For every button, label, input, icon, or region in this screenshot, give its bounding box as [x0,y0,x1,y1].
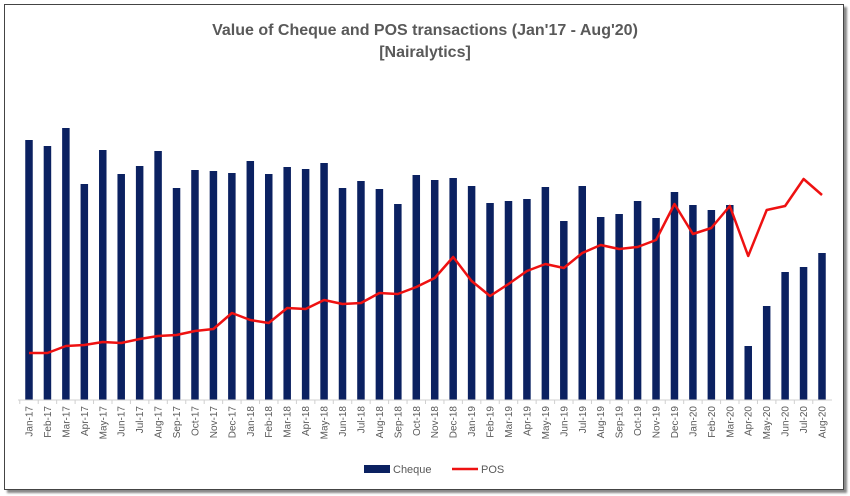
x-tick-label: Feb-19 [486,406,497,438]
chart-subtitle: [Nairalytics] [379,44,471,61]
x-tick-label: Aug-20 [818,406,829,439]
x-tick-label: Dec-19 [670,406,681,439]
x-tick-label: Jul-17 [135,406,146,434]
legend: Cheque POS [364,464,504,476]
x-tick-label: Nov-18 [430,406,441,439]
x-tick-label: Apr-19 [522,406,533,436]
x-tick-label: Jun-19 [559,406,570,437]
bar-cheque-Feb-20 [707,210,716,400]
bar-cheque-Jul-17 [135,166,144,400]
x-tick-label: Jul-18 [356,406,367,434]
bar-cheque-Nov-18 [430,180,439,400]
bar-cheque-Apr-19 [523,199,531,400]
bar-cheque-Jan-19 [467,186,476,400]
x-tick-label: Jun-20 [781,406,792,437]
x-tick-label: Mar-18 [283,406,294,438]
bar-cheque-Jun-17 [117,174,125,400]
bar-cheque-May-17 [99,150,107,400]
x-tick-label: Sep-19 [615,406,626,439]
x-tick-label: May-19 [541,406,552,440]
x-tick-label: Aug-18 [375,406,386,439]
x-tick-label: Nov-17 [209,406,220,439]
x-tick-label: Dec-18 [449,406,460,439]
bar-cheque-Feb-19 [486,203,494,400]
x-tick-label: Mar-19 [504,406,515,438]
bar-cheque-Sep-17 [172,188,181,400]
bar-cheque-Sep-18 [394,204,402,400]
legend-label-pos: POS [481,464,504,476]
x-tick-label: Oct-19 [633,406,644,436]
bar-cheque-Aug-17 [154,151,162,400]
bar-cheque-Jul-18 [357,181,365,400]
chart-frame [4,4,844,490]
x-tick-label: Jul-20 [799,406,810,434]
bar-cheque-Oct-17 [191,170,199,400]
chart-title: Value of Cheque and POS transactions (Ja… [212,22,638,39]
bar-cheque-Jun-20 [781,272,789,400]
bar-cheque-Feb-17 [43,146,52,400]
bar-cheque-Jun-18 [338,188,347,400]
bar-cheque-Jan-17 [25,140,33,400]
bar-cheque-Aug-18 [375,189,384,400]
x-tick-label: Feb-20 [707,406,718,438]
x-tick-label: Aug-17 [154,406,165,439]
x-tick-label: Mar-20 [725,406,736,438]
bar-cheque-Jun-19 [560,221,568,400]
bar-cheque-Dec-18 [449,178,457,400]
x-tick-label: Feb-17 [43,406,54,438]
series-line-pos [29,177,823,355]
x-tick-label: Jan-20 [688,406,699,437]
bar-cheque-May-18 [320,163,328,400]
legend-swatch-cheque [364,465,390,473]
x-tick-label: Apr-17 [80,406,91,436]
x-tick-label: Mar-17 [61,406,72,438]
x-tick-label: Jan-19 [467,406,478,437]
bar-cheque-Mar-17 [62,128,70,400]
bar-cheque-Oct-19 [633,201,642,400]
x-tick-label: Feb-18 [264,406,275,438]
x-tick-label: May-20 [762,406,773,440]
bar-cheque-Apr-18 [301,169,310,400]
legend-label-cheque: Cheque [393,464,432,476]
bar-cheque-Nov-17 [209,171,218,400]
bar-cheque-Feb-18 [264,174,273,400]
bar-cheque-Nov-19 [652,218,660,400]
x-tick-label: Nov-19 [652,406,663,439]
x-tick-label: Apr-18 [301,406,312,436]
bar-cheque-May-20 [762,306,771,400]
bar-cheque-May-19 [541,187,550,400]
bar-cheque-Apr-17 [80,184,89,400]
x-tick-label: Apr-20 [744,406,755,436]
bar-cheque-Jul-19 [578,186,587,400]
bar-cheque-Jan-20 [689,205,697,400]
x-tick-label: Oct-17 [190,406,201,436]
x-tick-label: Sep-17 [172,406,183,439]
bar-cheque-Mar-19 [504,201,513,400]
x-tick-label: Aug-19 [596,406,607,439]
x-tick-label: Dec-17 [227,406,238,439]
bar-cheque-Aug-19 [596,217,605,400]
bar-cheque-Aug-20 [818,253,826,400]
x-tick-label: Jun-17 [117,406,128,437]
x-tick-label: May-18 [320,406,331,440]
x-tick-label: Jun-18 [338,406,349,437]
x-tick-label: Jan-17 [25,406,36,437]
bar-cheque-Sep-19 [615,214,623,400]
bar-cheque-Jul-20 [799,267,808,400]
bar-cheque-Dec-19 [670,192,679,400]
bar-cheque-Jan-18 [246,161,255,400]
bar-cheque-Mar-18 [283,167,291,400]
bar-cheque-Apr-20 [744,346,752,400]
bar-cheque-Mar-20 [726,205,734,400]
bar-cheque-Dec-17 [228,173,236,400]
x-tick-label: Jan-18 [246,406,257,437]
x-tick-label: Sep-18 [393,406,404,439]
x-tick-label: May-17 [98,406,109,440]
x-tick-label: Oct-18 [412,406,423,436]
x-tick-label: Jul-19 [578,406,589,434]
